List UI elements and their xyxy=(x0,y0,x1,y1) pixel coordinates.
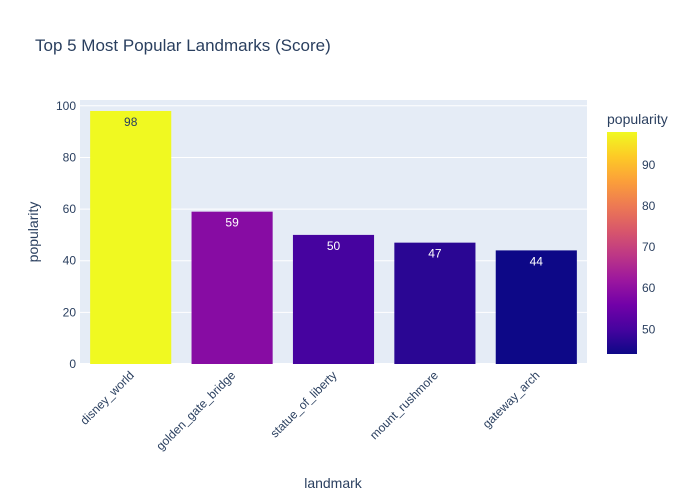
y-axis-title: popularity xyxy=(25,202,41,263)
bar-labels: 98 59 50 47 44 xyxy=(124,115,543,268)
bar-data-label: 47 xyxy=(428,247,442,261)
bars xyxy=(90,110,577,365)
x-tick-label: gateway_arch xyxy=(480,368,543,431)
colorbar-title: popularity xyxy=(607,111,668,127)
colorbar-tick-label: 90 xyxy=(642,158,656,172)
x-tick-label: disney_world xyxy=(77,368,136,427)
y-tick-label: 60 xyxy=(63,202,77,216)
y-tick-label: 20 xyxy=(63,305,77,319)
bar-data-label: 50 xyxy=(327,239,341,253)
y-tick-label: 100 xyxy=(56,99,76,113)
bar xyxy=(90,110,172,365)
colorbar-ticks: 50 60 70 80 90 xyxy=(642,158,656,336)
x-tick-label: mount_rushmore xyxy=(367,368,441,442)
colorbar xyxy=(607,132,637,354)
colorbar-tick-label: 80 xyxy=(642,199,656,213)
x-axis-ticks: disney_world golden_gate_bridge statue_of_… xyxy=(77,368,542,453)
colorbar-tick-label: 70 xyxy=(642,240,656,254)
y-tick-label: 0 xyxy=(69,357,76,371)
x-axis-title: landmark xyxy=(304,475,363,491)
y-axis-ticks: 0 20 40 60 80 100 xyxy=(56,99,76,371)
bar xyxy=(292,234,375,364)
colorbar-tick-label: 60 xyxy=(642,281,656,295)
bar-data-label: 98 xyxy=(124,115,138,129)
bar xyxy=(394,242,476,364)
x-tick-label: golden_gate_bridge xyxy=(153,368,238,453)
bar-data-label: 44 xyxy=(530,254,544,268)
y-tick-label: 80 xyxy=(63,150,77,164)
y-tick-label: 40 xyxy=(63,254,77,268)
chart-title: Top 5 Most Popular Landmarks (Score) xyxy=(35,36,331,55)
bar xyxy=(495,250,577,364)
colorbar-tick-label: 50 xyxy=(642,322,656,336)
x-tick-label: statue_of_liberty xyxy=(267,368,339,440)
bar-data-label: 59 xyxy=(225,216,239,230)
bar xyxy=(191,211,273,364)
